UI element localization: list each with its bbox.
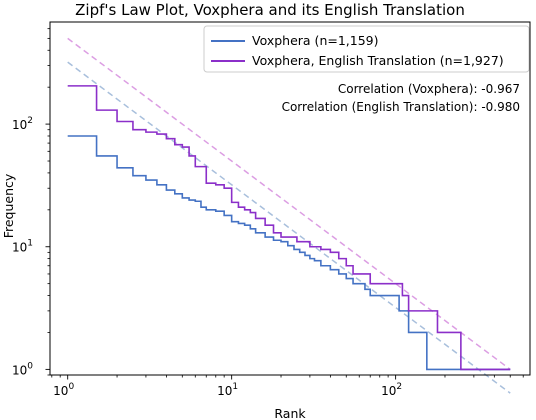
x-tick-label: 100 bbox=[53, 382, 74, 398]
y-tick-label: 102 bbox=[12, 116, 33, 132]
y-tick-label: 101 bbox=[12, 239, 33, 255]
legend-box bbox=[203, 25, 530, 73]
chart-title: Zipf's Law Plot, Voxphera and its Englis… bbox=[75, 1, 465, 19]
legend: Voxphera (n=1,159) Voxphera, English Tra… bbox=[203, 25, 530, 73]
x-axis-ticks: 100 101 102 bbox=[51, 375, 524, 398]
legend-label-english: Voxphera, English Translation (n=1,927) bbox=[252, 53, 504, 68]
y-axis-label: Frequency bbox=[1, 173, 16, 238]
y-tick-exponent: 2 bbox=[27, 116, 33, 126]
series-lines bbox=[67, 85, 511, 371]
x-axis-label: Rank bbox=[274, 406, 306, 420]
series-line-2 bbox=[67, 85, 511, 371]
reference-line-1 bbox=[67, 61, 511, 394]
reference-lines bbox=[67, 37, 511, 394]
annotation-correlation-english: Correlation (English Translation): -0.98… bbox=[282, 100, 520, 114]
reference-line-2 bbox=[67, 37, 511, 370]
x-tick-exponent: 0 bbox=[68, 382, 74, 392]
y-tick-exponent: 0 bbox=[27, 361, 33, 371]
y-tick-label: 100 bbox=[12, 361, 33, 377]
legend-label-voxphera: Voxphera (n=1,159) bbox=[252, 33, 379, 48]
axes-frame bbox=[49, 21, 531, 376]
x-tick-label: 102 bbox=[381, 382, 402, 398]
x-tick-exponent: 1 bbox=[232, 382, 238, 392]
x-tick-exponent: 2 bbox=[396, 382, 402, 392]
y-tick-exponent: 1 bbox=[27, 239, 33, 249]
series-line-1 bbox=[67, 135, 511, 371]
x-tick-label: 101 bbox=[217, 382, 238, 398]
annotation-correlation-voxphera: Correlation (Voxphera): -0.967 bbox=[338, 82, 520, 96]
